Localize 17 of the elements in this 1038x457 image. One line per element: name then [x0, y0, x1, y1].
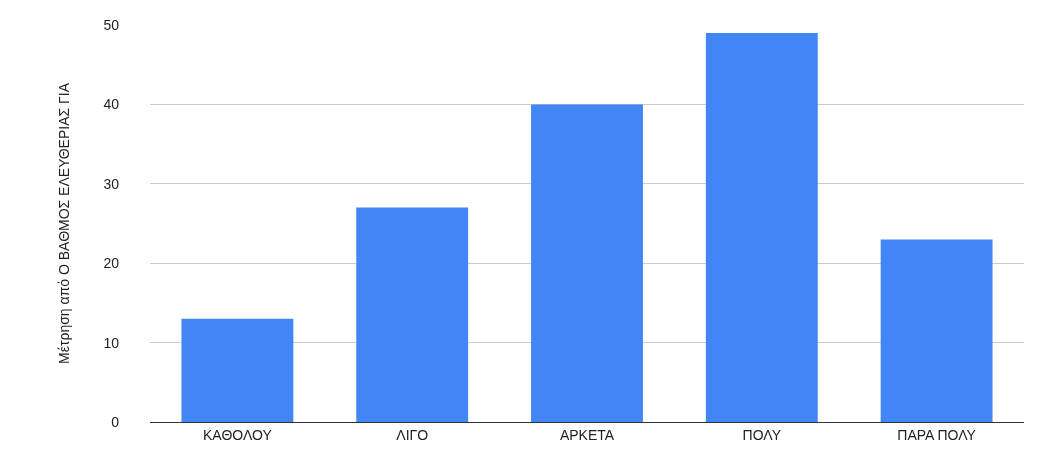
y-tick-label: 20 [103, 255, 120, 272]
bar [181, 318, 294, 422]
x-tick-label: ΛΙΓΟ [396, 426, 429, 443]
bar [880, 239, 993, 422]
y-axis-title: Μέτρηση από Ο ΒΑΘΜΟΣ ΕΛΕΥΘΕΡΙΑΣ ΓΙΑ [56, 82, 73, 364]
bar [705, 32, 818, 422]
bar [531, 104, 643, 422]
y-tick-label: 0 [111, 413, 120, 430]
x-tick-label: ΚΑΘΟΛΟΥ [203, 426, 273, 443]
bar [356, 207, 469, 422]
x-tick-label: ΑΡΚΕΤΑ [559, 426, 615, 443]
y-tick-label: 10 [103, 334, 120, 351]
y-tick-label: 40 [103, 96, 120, 113]
x-tick-label: ΠΑΡΑ ΠΟΛΥ [897, 426, 977, 443]
x-tick-label: ΠΟΛΥ [742, 426, 782, 443]
y-tick-label: 50 [103, 16, 120, 33]
y-tick-label: 30 [103, 175, 120, 192]
